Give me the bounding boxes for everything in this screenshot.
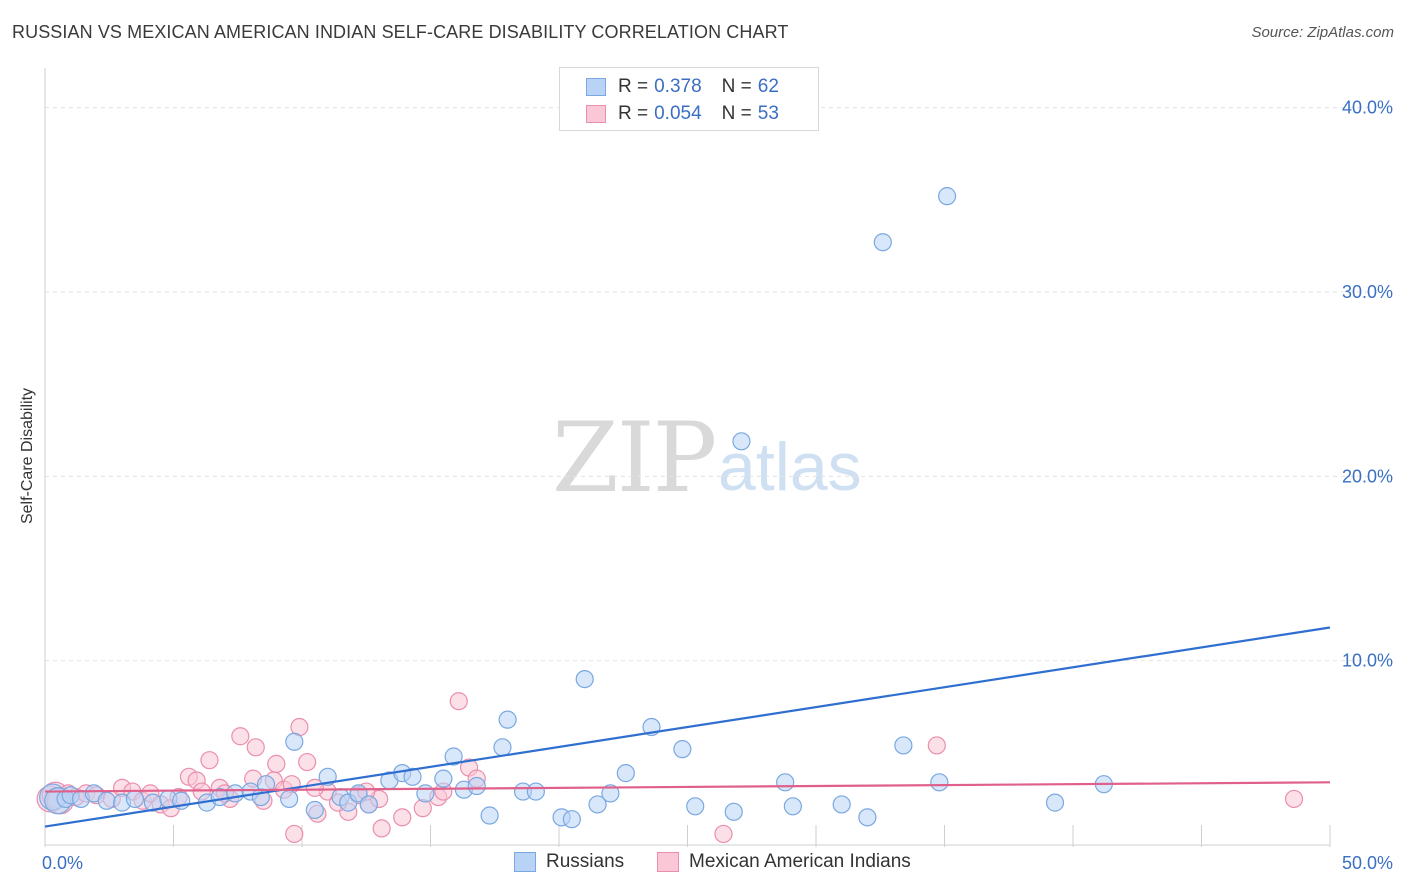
russians-point <box>467 776 486 796</box>
russians-point <box>480 806 499 825</box>
russians-point <box>416 784 435 803</box>
bottom-legend-mexican-american-indians: Mexican American Indians <box>657 851 911 873</box>
russians-point <box>588 795 607 814</box>
legend-n-value-mexican-american-indians: 53 <box>757 103 779 124</box>
russians-point <box>930 773 949 792</box>
legend-row-russians: R = 0.378 N = 62 <box>560 74 779 100</box>
legend-r-label: R = <box>618 103 649 124</box>
mexican-american-indians-point <box>393 808 412 827</box>
russians-point <box>776 773 795 792</box>
mexican-american-indians-point <box>714 824 733 844</box>
mexican-american-indians-point <box>298 752 317 772</box>
legend-swatch-russians <box>586 78 606 96</box>
russians-point <box>280 789 299 809</box>
mexican-american-indians-point <box>927 736 946 755</box>
russians-point <box>783 797 802 816</box>
russians-point <box>97 791 116 810</box>
russians-point <box>498 710 517 729</box>
legend-n-label: N = <box>721 103 752 124</box>
russians-point <box>673 740 692 759</box>
russians-point <box>575 669 594 689</box>
russians-point <box>873 233 892 252</box>
mexican-american-indians-trend-line <box>44 781 1331 793</box>
y-tick-label: 40.0% <box>1342 98 1393 118</box>
russians-trend-line <box>44 626 1331 828</box>
russians-point <box>686 797 705 816</box>
legend-r-value-mexican-american-indians: 0.054 <box>654 103 702 124</box>
legend-row-mexican-american-indians: R = 0.054 N = 53 <box>560 101 779 127</box>
russians-point <box>526 782 545 801</box>
mexican-american-indians-point <box>285 824 304 844</box>
legend-n-label: N = <box>721 76 752 97</box>
bottom-legend-swatch-mexican-american-indians <box>657 852 679 872</box>
watermark-zip: ZIP <box>552 402 717 514</box>
russians-point <box>359 795 378 814</box>
mexican-american-indians-point <box>200 751 219 770</box>
russians-point <box>732 432 751 451</box>
russians-point <box>937 187 957 206</box>
mexican-american-indians-point <box>449 692 468 711</box>
bottom-legend-label-russians: Russians <box>546 851 625 872</box>
mexican-american-indians-point <box>246 738 265 757</box>
legend-swatch-mexican-american-indians <box>586 105 606 123</box>
bottom-legend-swatch-russians <box>514 852 536 872</box>
mexican-american-indians-point <box>231 727 250 746</box>
chart-title: RUSSIAN VS MEXICAN AMERICAN INDIAN SELF-… <box>12 22 789 42</box>
bottom-legend-label-mexican-american-indians: Mexican American Indians <box>689 851 911 872</box>
mexican-american-indians-point <box>413 799 432 818</box>
mexican-american-indians-point <box>372 819 391 838</box>
mexican-american-indians-point <box>1284 789 1304 809</box>
x-tick-label-max: 50.0% <box>1342 853 1393 873</box>
legend-n-value-russians: 62 <box>757 76 779 97</box>
russians-point <box>125 789 145 809</box>
russians-point <box>562 810 581 829</box>
legend-r-value-russians: 0.378 <box>654 76 702 97</box>
russians-point <box>616 764 635 783</box>
russians-point <box>444 747 463 766</box>
russians-point <box>858 808 877 827</box>
russians-point <box>724 802 743 821</box>
russians-point <box>1045 793 1065 812</box>
russians-point <box>226 784 245 803</box>
y-tick-label: 30.0% <box>1342 282 1393 302</box>
russians-point <box>305 800 324 820</box>
russians-point <box>832 795 851 814</box>
bottom-legend-russians: Russians <box>514 851 624 873</box>
russians-point <box>434 769 453 788</box>
y-tick-label: 10.0% <box>1342 651 1393 671</box>
russians-point <box>493 738 512 757</box>
russians-point <box>601 784 620 803</box>
x-tick-label-min: 0.0% <box>42 853 83 873</box>
russians-point <box>285 732 304 751</box>
stats-legend: R = 0.378 N = 62 R = 0.054 N = 53 <box>559 67 819 131</box>
y-tick-label: 20.0% <box>1342 466 1393 486</box>
russians-point <box>403 767 422 786</box>
source-label: Source: ZipAtlas.com <box>1251 24 1394 41</box>
mexican-american-indians-point <box>267 754 286 773</box>
legend-r-label: R = <box>618 76 649 97</box>
russians-point <box>894 736 913 755</box>
